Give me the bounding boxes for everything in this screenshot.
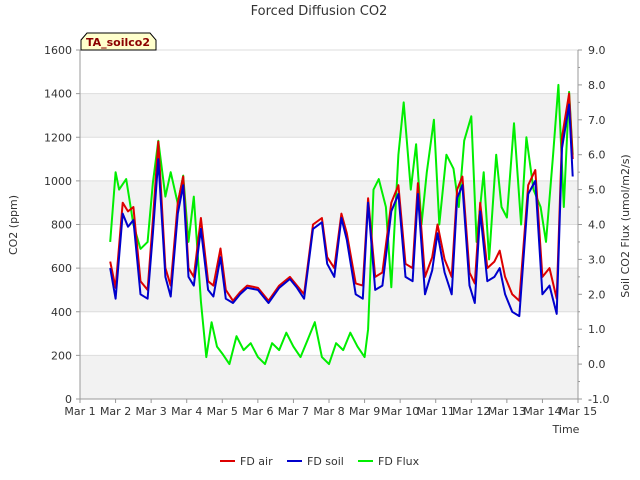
y2-tick-label: 5.0 bbox=[588, 184, 606, 197]
legend: FD air FD soil FD Flux bbox=[220, 455, 420, 468]
x-tick-label: Mar 8 bbox=[313, 405, 344, 418]
y2-tick-label: 7.0 bbox=[588, 114, 606, 127]
x-tick-label: Mar 5 bbox=[207, 405, 238, 418]
y2-tick-label: 3.0 bbox=[588, 253, 606, 266]
y-tick-label: 0 bbox=[65, 393, 72, 406]
y2-axis-title: Soil CO2 Flux (umol/m2/s) bbox=[619, 154, 632, 297]
y2-tick-label: -1.0 bbox=[588, 393, 609, 406]
y-tick-label: 1400 bbox=[44, 88, 72, 101]
badge: TA_soilco2 bbox=[80, 32, 157, 51]
y-tick-label: 200 bbox=[51, 349, 72, 362]
legend-label: FD Flux bbox=[378, 455, 420, 468]
badge-box bbox=[80, 32, 157, 51]
legend-label: FD soil bbox=[307, 455, 344, 468]
series-layer bbox=[109, 83, 574, 366]
y2-tick-label: 6.0 bbox=[588, 149, 606, 162]
x-tick-label: Mar 10 bbox=[381, 405, 419, 418]
x-tick-label: Mar 13 bbox=[488, 405, 526, 418]
y-tick-label: 1000 bbox=[44, 175, 72, 188]
y-axis-title: CO2 (ppm) bbox=[7, 195, 20, 255]
y2-tick-label: 2.0 bbox=[588, 288, 606, 301]
y2-tick-label: 8.0 bbox=[588, 79, 606, 92]
legend-label: FD air bbox=[240, 455, 273, 468]
y-tick-label: 1600 bbox=[44, 44, 72, 57]
background-band bbox=[80, 93, 578, 138]
x-tick-label: Mar 12 bbox=[452, 405, 490, 418]
x-tick-label: Mar 11 bbox=[417, 405, 455, 418]
ticks: 0 200 400 600 800 1000 1200 1400 1600 -1.0 0.0 1.0 2… bbox=[44, 44, 609, 418]
y-tick-label: 800 bbox=[51, 219, 72, 232]
x-tick-label: Mar 6 bbox=[242, 405, 273, 418]
y-tick-label: 400 bbox=[51, 306, 72, 319]
y2-tick-label: 4.0 bbox=[588, 219, 606, 232]
x-tick-label: Mar 15 bbox=[559, 405, 597, 418]
x-axis-title: Time bbox=[552, 423, 580, 436]
y2-tick-label: 1.0 bbox=[588, 323, 606, 336]
x-tick-label: Mar 4 bbox=[171, 405, 202, 418]
x-tick-label: Mar 3 bbox=[136, 405, 167, 418]
background-band bbox=[80, 50, 578, 94]
y2-tick-label: 0.0 bbox=[588, 358, 606, 371]
x-tick-label: Mar 2 bbox=[100, 405, 131, 418]
y2-tick-label: 9.0 bbox=[588, 44, 606, 57]
y-tick-label: 600 bbox=[51, 262, 72, 275]
y-tick-label: 1200 bbox=[44, 131, 72, 144]
x-tick-label: Mar 9 bbox=[349, 405, 380, 418]
x-tick-label: Mar 1 bbox=[64, 405, 95, 418]
x-tick-label: Mar 14 bbox=[523, 405, 561, 418]
series-line bbox=[109, 103, 574, 318]
background-band bbox=[80, 311, 578, 356]
badge-label: TA_soilco2 bbox=[86, 36, 150, 49]
chart-title: Forced Diffusion CO2 bbox=[251, 4, 388, 19]
series-line bbox=[109, 92, 574, 302]
x-tick-label: Mar 7 bbox=[278, 405, 309, 418]
